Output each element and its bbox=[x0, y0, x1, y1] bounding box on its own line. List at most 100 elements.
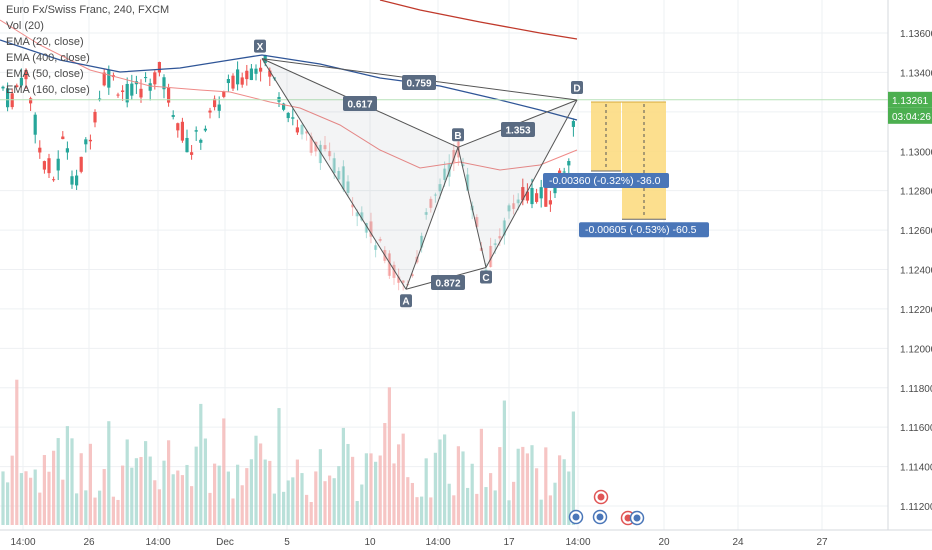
legend-ema-160[interactable]: EMA (160, close) bbox=[6, 84, 90, 96]
volume-bar bbox=[144, 441, 148, 525]
volume-bar bbox=[470, 463, 474, 525]
pattern-point-X: X bbox=[257, 42, 264, 53]
candle-body bbox=[461, 164, 465, 167]
x-tick-label: 10 bbox=[364, 537, 376, 548]
volume-bar bbox=[341, 427, 345, 525]
candle-body bbox=[240, 77, 244, 85]
volume-bar bbox=[79, 453, 83, 525]
volume-bar bbox=[199, 403, 203, 525]
volume-bar bbox=[328, 475, 332, 525]
volume-bar bbox=[452, 495, 456, 525]
pattern-point-B-bg bbox=[452, 128, 464, 142]
candle-body bbox=[323, 145, 327, 150]
volume-bar bbox=[558, 455, 562, 525]
candle-body bbox=[79, 156, 83, 172]
pattern-leg-XA bbox=[261, 58, 407, 290]
volume-bar bbox=[507, 500, 511, 525]
candle-body bbox=[61, 136, 65, 140]
volume-bar bbox=[305, 494, 309, 525]
candle-body bbox=[351, 204, 355, 208]
volume-bar bbox=[15, 379, 19, 525]
candle-body bbox=[139, 88, 143, 98]
candle-body bbox=[249, 68, 253, 81]
volume-bar bbox=[291, 477, 295, 525]
price-tag-value: 1.13261 bbox=[892, 96, 929, 107]
ratio-bd-bg bbox=[501, 122, 535, 137]
legend-ema-50[interactable]: EMA (50, close) bbox=[6, 68, 84, 80]
pattern-point-X-bg bbox=[254, 39, 266, 53]
volume-bar bbox=[6, 482, 10, 525]
candle-body bbox=[259, 67, 263, 72]
candle-body bbox=[98, 98, 102, 101]
candle-body bbox=[199, 139, 203, 143]
candle-body bbox=[562, 171, 566, 173]
candle-body bbox=[424, 212, 428, 215]
volume-bar bbox=[544, 447, 548, 525]
candle-body bbox=[180, 121, 184, 141]
volume-bar bbox=[153, 480, 157, 525]
candle-body bbox=[254, 68, 258, 74]
pattern-leg-AB bbox=[405, 147, 459, 290]
volume-bar bbox=[236, 464, 240, 525]
volume-bar bbox=[479, 428, 483, 525]
candle-body bbox=[208, 110, 212, 113]
candle-body bbox=[433, 194, 437, 196]
volume-bar bbox=[180, 475, 184, 525]
volume-bar bbox=[295, 459, 299, 525]
candle-body bbox=[567, 161, 571, 166]
candle-body bbox=[130, 83, 134, 96]
candle-body bbox=[475, 217, 479, 227]
candle-body bbox=[332, 158, 336, 174]
volume-bar bbox=[447, 483, 451, 525]
candle-body bbox=[144, 77, 148, 79]
candle-body bbox=[194, 130, 198, 132]
candle-body bbox=[429, 198, 433, 208]
volume-bar bbox=[116, 499, 120, 525]
pattern-fill-xab bbox=[262, 58, 458, 290]
legend-volume[interactable]: Vol (20) bbox=[6, 20, 44, 32]
volume-bar bbox=[323, 481, 327, 525]
candle-body bbox=[65, 148, 69, 153]
volume-bar bbox=[406, 477, 410, 525]
volume-bar bbox=[443, 434, 447, 525]
volume-bar bbox=[364, 453, 368, 525]
candle-body bbox=[70, 176, 74, 185]
pattern-point-D-bg bbox=[571, 81, 583, 95]
volume-bar bbox=[429, 497, 433, 525]
candle-body bbox=[337, 171, 341, 180]
y-tick-label: 1.11200 bbox=[900, 502, 932, 513]
ema-50-line bbox=[0, 39, 578, 121]
candle-body bbox=[213, 98, 217, 108]
candle-body bbox=[328, 151, 332, 157]
candle-body bbox=[6, 88, 10, 108]
candle-body bbox=[286, 112, 290, 119]
candle-body bbox=[102, 72, 106, 86]
candle-body bbox=[392, 264, 396, 278]
y-tick-label: 1.11800 bbox=[900, 384, 932, 395]
volume-bar bbox=[438, 439, 442, 525]
volume-bar bbox=[484, 487, 488, 525]
candle-body bbox=[88, 139, 92, 142]
candle-body bbox=[38, 147, 42, 153]
volume-bar bbox=[213, 463, 217, 525]
candle-body bbox=[167, 87, 171, 103]
candle-body bbox=[318, 144, 322, 164]
volume-bar bbox=[190, 486, 194, 525]
volume-bar bbox=[130, 467, 134, 525]
ratio-xd-bg bbox=[402, 75, 436, 90]
legend-ema-400[interactable]: EMA (400, close) bbox=[6, 52, 90, 64]
target-1-label-bg bbox=[543, 172, 669, 188]
y-tick-label: 1.12800 bbox=[900, 187, 932, 198]
pattern-point-D: D bbox=[573, 84, 580, 95]
volume-bar bbox=[102, 469, 106, 525]
volume-bar bbox=[512, 481, 516, 525]
legend-ema-20[interactable]: EMA (20, close) bbox=[6, 36, 84, 48]
legend-title[interactable]: Euro Fx/Swiss Franc, 240, FXCM bbox=[6, 4, 170, 16]
price-tag-time-bg bbox=[888, 107, 932, 124]
candle-body bbox=[314, 141, 318, 152]
volume-bar bbox=[475, 493, 479, 525]
volume-bar bbox=[84, 490, 88, 525]
volume-bar bbox=[369, 453, 373, 525]
